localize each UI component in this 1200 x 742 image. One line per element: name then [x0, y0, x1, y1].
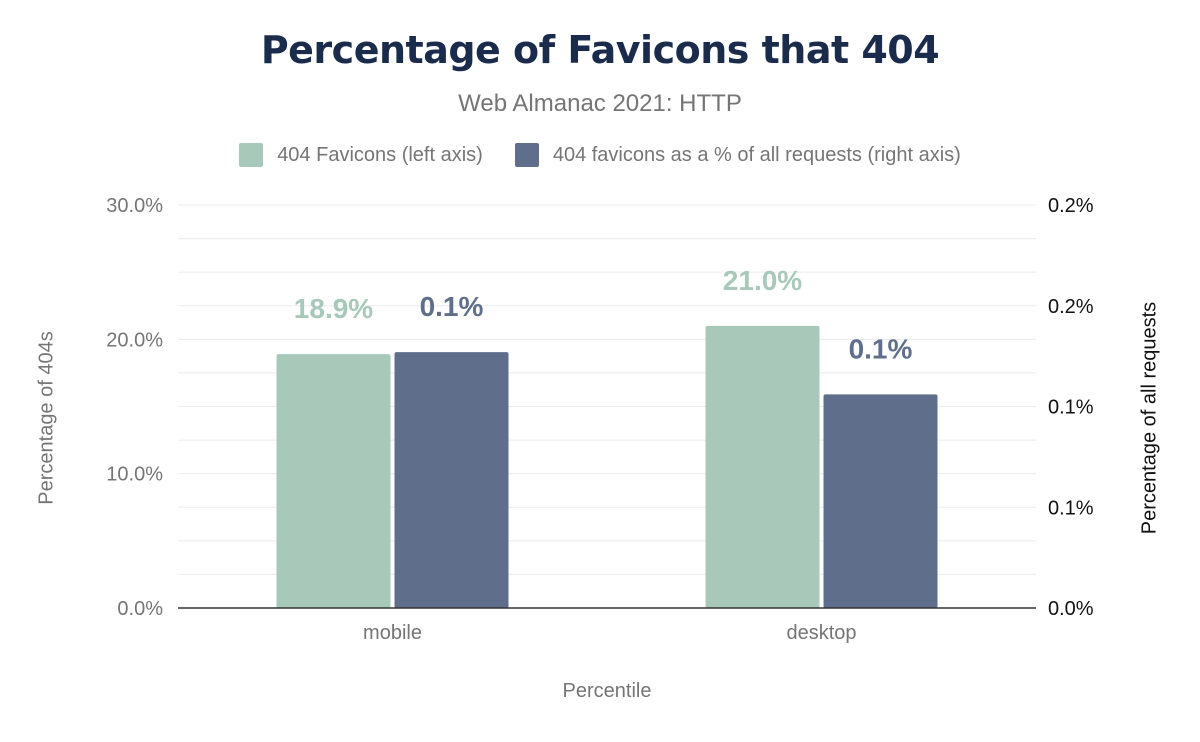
data-label-mobile-series-1: 18.9% — [294, 293, 373, 324]
chart-title: Percentage of Favicons that 404 — [260, 28, 940, 72]
y-axis-left-tick-label: 30.0% — [106, 195, 163, 217]
legend-label-series-2: 404 favicons as a % of all requests (rig… — [552, 143, 961, 166]
legend-item-series-2[interactable]: 404 favicons as a % of all requests (rig… — [514, 143, 961, 167]
chart-legend: 404 Favicons (left axis) 404 favicons as… — [0, 143, 1200, 167]
data-label-desktop-series-1: 21.0% — [723, 265, 802, 296]
legend-label-series-1: 404 Favicons (left axis) — [277, 143, 483, 166]
y-axis-right-tick-label: 0.1% — [1048, 497, 1094, 519]
chart-subtitle: Web Almanac 2021: HTTP — [458, 90, 742, 117]
y-axis-right-title: Percentage of all requests — [1138, 301, 1161, 535]
y-axis-right-tick-label: 0.2% — [1048, 296, 1094, 318]
bar-mobile-series-1 — [276, 354, 391, 608]
y-axis-right-tick-label: 0.0% — [1048, 598, 1094, 620]
y-axis-left-tick-label: 0.0% — [117, 598, 163, 620]
bar-desktop-series-2 — [823, 394, 938, 608]
y-axis-left-tick-label: 10.0% — [106, 464, 163, 486]
legend-swatch-series-1 — [239, 143, 264, 167]
x-axis-title: Percentile — [562, 680, 652, 702]
y-axis-right-tick-label: 0.2% — [1048, 195, 1094, 217]
data-label-mobile-series-2: 0.1% — [420, 291, 484, 322]
y-axis-left-tick-label: 20.0% — [106, 329, 163, 351]
y-axis-right-tick-label: 0.1% — [1048, 397, 1094, 419]
y-axis-left-title: Percentage of 404s — [35, 331, 58, 505]
bar-mobile-series-2 — [394, 352, 509, 608]
x-axis-tick-label: mobile — [363, 622, 422, 644]
data-label-desktop-series-2: 0.1% — [849, 333, 913, 364]
x-axis-tick-label: desktop — [786, 622, 856, 644]
legend-swatch-series-2 — [514, 143, 539, 167]
bar-desktop-series-1 — [705, 325, 820, 608]
legend-item-series-1[interactable]: 404 Favicons (left axis) — [239, 143, 483, 167]
